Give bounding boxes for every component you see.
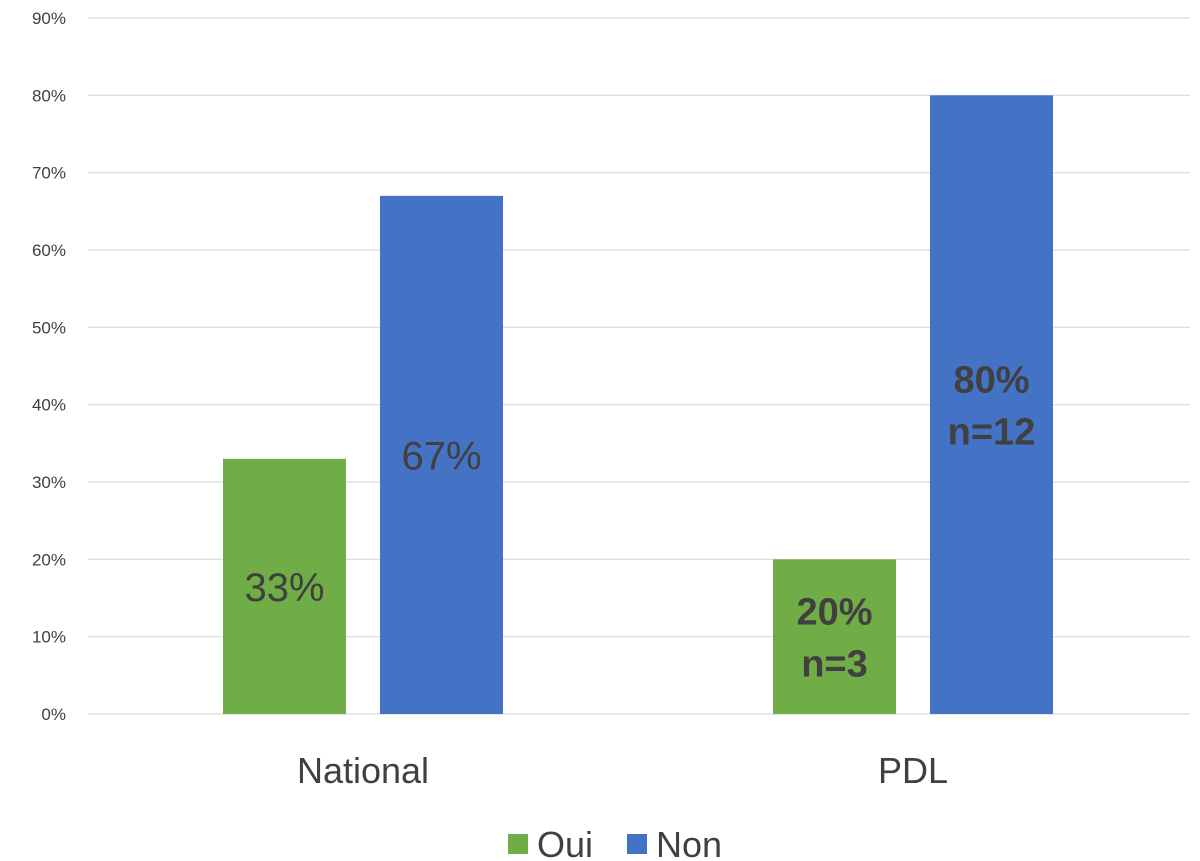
- legend-label-oui: Oui: [537, 824, 593, 861]
- legend: Oui Non: [508, 824, 722, 861]
- legend-swatch-oui: [508, 834, 528, 854]
- y-tick-label: 90%: [32, 9, 66, 28]
- y-tick-label: 10%: [32, 628, 66, 647]
- x-axis-category-labels: National PDL: [297, 750, 948, 791]
- data-labels: 33% 20% n=3 67% 80% n=12: [244, 359, 1035, 685]
- y-tick-label: 20%: [32, 550, 66, 569]
- bar-oui-pdl: [773, 559, 896, 714]
- y-tick-label: 80%: [32, 86, 66, 105]
- bar-non-national: [380, 195, 503, 714]
- category-label: National: [297, 750, 429, 791]
- y-tick-label: 30%: [32, 473, 66, 492]
- category-label: PDL: [878, 750, 948, 791]
- legend-swatch-non: [627, 834, 647, 854]
- bars: [223, 95, 1053, 715]
- bar-oui-national: [223, 458, 346, 714]
- data-label: 33%: [244, 566, 324, 610]
- data-label: n=3: [801, 643, 868, 685]
- bar-non-pdl: [930, 95, 1053, 715]
- data-label: 67%: [401, 434, 481, 478]
- y-tick-label: 70%: [32, 164, 66, 183]
- data-label: 80%: [953, 359, 1029, 401]
- y-axis-tick-labels: 0% 10% 20% 30% 40% 50% 60% 70% 80% 90%: [32, 9, 66, 724]
- legend-label-non: Non: [656, 824, 722, 861]
- y-tick-label: 60%: [32, 241, 66, 260]
- y-tick-label: 50%: [32, 318, 66, 337]
- y-tick-label: 0%: [41, 705, 66, 724]
- data-label: 20%: [796, 591, 872, 633]
- y-tick-label: 40%: [32, 396, 66, 415]
- data-label: n=12: [948, 411, 1036, 453]
